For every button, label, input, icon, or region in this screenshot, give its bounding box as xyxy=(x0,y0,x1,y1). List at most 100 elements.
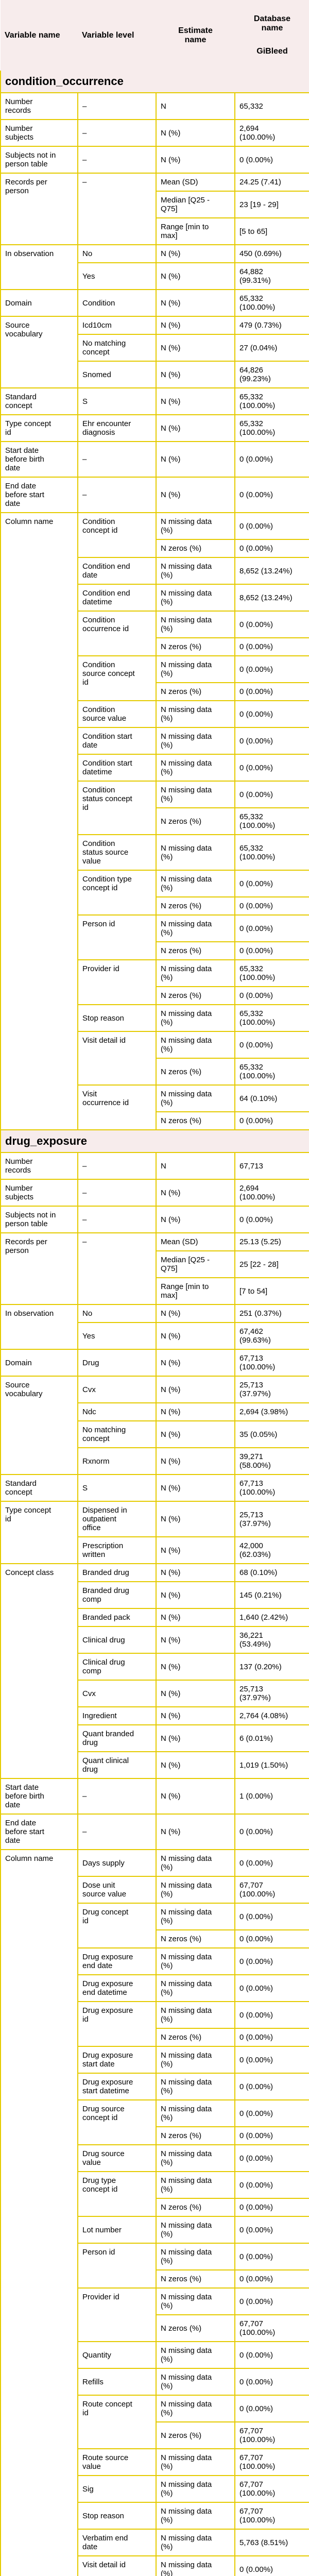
table-row: Median [Q25 - Q75] 25 [22 - 28] xyxy=(1,1250,309,1278)
value-cell: 2,694 (100.00%) xyxy=(234,119,309,147)
estimate-name-cell: N xyxy=(156,1152,235,1180)
value-cell: 6 (0.01%) xyxy=(234,1724,309,1752)
table-row: End date before start date – N (%) 0 (0.00%… xyxy=(0,477,309,513)
estimate-name-cell: N missing data (%) xyxy=(156,2001,235,2029)
estimate-name-cell: N (%) xyxy=(156,477,235,513)
value-cell: 25.13 (5.25) xyxy=(234,1232,309,1251)
estimate-name-cell: N zeros (%) xyxy=(156,682,235,701)
value-cell: 0 (0.00%) xyxy=(234,2126,309,2145)
estimate-name-cell: Range [min to max] xyxy=(156,217,235,245)
estimate-name-cell: Median [Q25 - Q75] xyxy=(156,1250,235,1278)
value-cell: 145 (0.21%) xyxy=(234,1581,309,1609)
database-gibleed-label: GiBleed xyxy=(256,47,288,56)
value-cell: 68 (0.10%) xyxy=(234,1563,309,1582)
table-row: Quantity N missing data (%) 0 (0.00%) xyxy=(1,2341,309,2369)
table-row: Person id N missing data (%) 0 (0.00%) xyxy=(1,914,309,960)
estimate-name-cell: N (%) xyxy=(156,1563,235,1582)
estimate-name-cell: N missing data (%) xyxy=(156,2502,235,2530)
value-cell: 0 (0.00%) xyxy=(234,2073,309,2100)
value-cell: 67,707 (100.00%) xyxy=(234,1876,309,1904)
table-row: Records per person – Mean (SD) 25.13 (5.25) xyxy=(0,1232,309,1305)
variable-level-cell: Condition xyxy=(77,289,157,317)
table-row: Quant branded drug N (%) 6 (0.01%) xyxy=(1,1724,309,1752)
estimate-name-cell: N zeros (%) xyxy=(156,896,235,916)
table-row: Concept class Branded drug N (%) 68 (0.10%) xyxy=(0,1563,309,1779)
header-row: Variable name Variable level Estimate na… xyxy=(1,0,309,71)
table-row: N zeros (%) 0 (0.00%) xyxy=(1,2126,309,2145)
estimate-name-cell: N missing data (%) xyxy=(156,914,235,942)
value-cell: 25,713 (37.97%) xyxy=(234,1680,309,1707)
variable-level-cell: Condition start datetime xyxy=(77,754,157,782)
value-cell: 0 (0.00%) xyxy=(234,2171,309,2199)
variable-level-cell: Provider id xyxy=(77,959,157,1005)
variable-level-cell: Clinical drug comp xyxy=(77,1653,157,1681)
estimate-name-cell: N zeros (%) xyxy=(156,2314,235,2342)
table-row: Type concept id Ehr encounter diagnosis N … xyxy=(0,414,309,442)
value-cell: 36,221 (53.49%) xyxy=(234,1626,309,1654)
table-row: Condition start date N missing data (%) 0 … xyxy=(1,727,309,755)
variable-level-cell: Route concept id xyxy=(77,2395,157,2449)
variable-level-cell: S xyxy=(77,387,157,415)
value-cell: 0 (0.00%) xyxy=(234,2028,309,2047)
table-row: Route source value N missing data (%) 67,7… xyxy=(1,2448,309,2476)
column-header-database: Database name GiBleed xyxy=(235,0,309,71)
value-cell: 0 (0.00%) xyxy=(234,2269,309,2289)
table-row: Provider id N missing data (%) 0 (0.00%) xyxy=(1,2287,309,2342)
estimate-name-cell: N (%) xyxy=(156,119,235,147)
estimate-name-cell: N zeros (%) xyxy=(156,637,235,656)
variable-level-cell: Snomed xyxy=(77,361,157,388)
value-cell: 35 (0.05%) xyxy=(234,1420,309,1448)
value-cell: 65,332 (100.00%) xyxy=(234,834,309,871)
value-cell: 0 (0.00%) xyxy=(234,1903,309,1930)
table-row: Stop reason N missing data (%) 65,332 (100… xyxy=(1,1004,309,1032)
estimate-name-cell: N (%) xyxy=(156,1304,235,1323)
variable-level-cell: – xyxy=(77,92,157,120)
estimate-name-cell: Mean (SD) xyxy=(156,1232,235,1251)
estimate-name-cell: N missing data (%) xyxy=(156,2073,235,2100)
value-cell: 0 (0.00%) xyxy=(234,870,309,897)
table-row: Lot number N missing data (%) 0 (0.00%) xyxy=(1,2216,309,2244)
estimate-name-cell: N missing data (%) xyxy=(156,2475,235,2503)
estimate-name-cell: N (%) xyxy=(156,1536,235,1564)
variable-level-cell: Quant branded drug xyxy=(77,1724,157,1752)
value-cell: 24.25 (7.41) xyxy=(234,173,309,192)
estimate-name-cell: N (%) xyxy=(156,361,235,388)
variable-level-cell: Rxnorm xyxy=(77,1447,157,1475)
variable-level-cell: – xyxy=(77,1179,157,1207)
estimate-name-cell: Median [Q25 - Q75] xyxy=(156,191,235,218)
table-row: Condition start datetime N missing data (… xyxy=(1,754,309,782)
value-cell: 0 (0.00%) xyxy=(234,441,309,478)
variable-level-cell: – xyxy=(77,1152,157,1180)
variable-level-cell: Condition end datetime xyxy=(77,584,157,612)
variable-level-cell: Yes xyxy=(77,262,157,290)
table-row: Subjects not in person table – N (%) 0 (0.0… xyxy=(0,146,309,174)
value-cell: 0 (0.00%) xyxy=(234,1947,309,1975)
table-row: No matching concept N (%) 27 (0.04%) xyxy=(1,334,309,362)
estimate-name-cell: N missing data (%) xyxy=(156,611,235,638)
variable-level-cell: Route source value xyxy=(77,2448,157,2476)
estimate-name-cell: N (%) xyxy=(156,441,235,478)
variable-name-cell: Concept class xyxy=(0,1563,78,1779)
value-cell: 25 [22 - 28] xyxy=(234,1250,309,1278)
value-cell: 65,332 (100.00%) xyxy=(234,1004,309,1032)
value-cell: 0 (0.00%) xyxy=(234,727,309,755)
estimate-name-cell: N (%) xyxy=(156,146,235,174)
table-row: Condition status source value N missing d… xyxy=(1,834,309,871)
table-body: condition_occurrence Number records – N 65,3… xyxy=(0,71,309,2576)
table-row: Drug exposure end date N missing data (%)… xyxy=(1,1947,309,1975)
estimate-name-cell: N (%) xyxy=(156,289,235,317)
value-cell: 67,713 (100.00%) xyxy=(234,1474,309,1502)
value-cell: 64 (0.10%) xyxy=(234,1084,309,1112)
table-row: Verbatim end date N missing data (%) 5,763… xyxy=(1,2529,309,2556)
variable-level-cell: – xyxy=(77,1232,157,1305)
value-cell: 67,707 (100.00%) xyxy=(234,2448,309,2476)
value-cell: 23 [19 - 29] xyxy=(234,191,309,218)
variable-name-cell: Domain xyxy=(0,1349,78,1377)
table-row: N zeros (%) 65,332 (100.00%) xyxy=(1,1058,309,1086)
table-row: Median [Q25 - Q75] 23 [19 - 29] xyxy=(1,191,309,218)
section-row: drug_exposure xyxy=(0,1130,309,1153)
value-cell: 0 (0.00%) xyxy=(234,2287,309,2315)
estimate-name-cell: N zeros (%) xyxy=(156,1111,235,1130)
table-row: Condition status concept id N missing dat… xyxy=(1,781,309,835)
variable-level-cell: – xyxy=(77,119,157,147)
